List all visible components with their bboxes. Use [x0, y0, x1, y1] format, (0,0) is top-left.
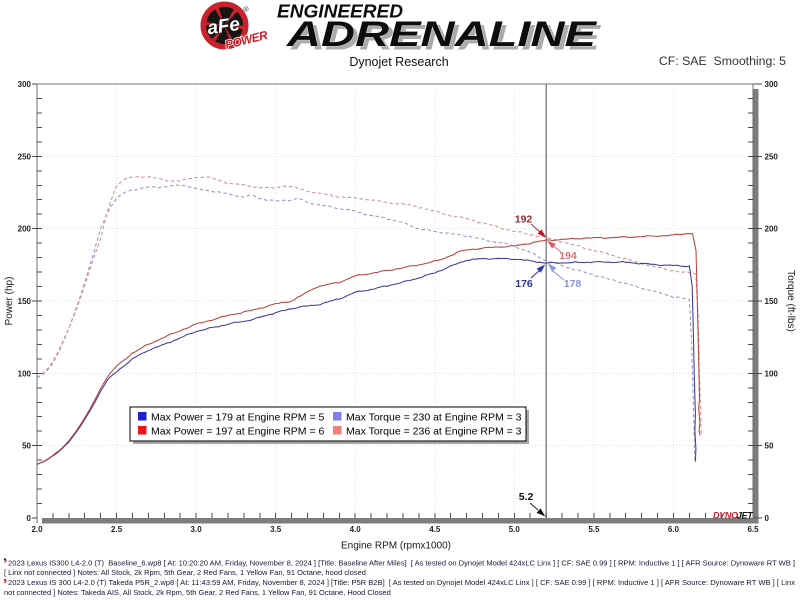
svg-text:300: 300	[18, 80, 32, 89]
svg-text:Power (hp): Power (hp)	[4, 277, 15, 326]
svg-text:250: 250	[18, 152, 32, 161]
svg-text:4.0: 4.0	[350, 525, 362, 534]
svg-text:R: R	[245, 8, 248, 12]
svg-text:50: 50	[22, 442, 31, 451]
svg-text:178: 178	[564, 278, 582, 290]
svg-text:ENGINEERED: ENGINEERED	[277, 2, 403, 22]
svg-text:2.5: 2.5	[111, 525, 123, 534]
svg-text:6.5: 6.5	[747, 525, 759, 534]
svg-text:Max Power = 197 at Engine RPM: Max Power = 197 at Engine RPM = 6	[151, 426, 325, 438]
svg-text:aFe: aFe	[206, 14, 242, 39]
svg-text:5.0: 5.0	[509, 525, 521, 534]
svg-text:176: 176	[515, 278, 533, 290]
svg-text:200: 200	[765, 225, 779, 234]
svg-text:DYNOJET: DYNOJET	[713, 511, 754, 521]
svg-text:Torque (ft-lbs): Torque (ft-lbs)	[785, 270, 796, 332]
svg-text:Max Power = 179 at Engine RPM: Max Power = 179 at Engine RPM = 5	[151, 412, 325, 424]
svg-text:250: 250	[765, 152, 779, 161]
svg-text:2023 Lexus IS300 L4-2.0 (T) B: 2023 Lexus IS300 L4-2.0 (T) Baseline_6.w…	[8, 559, 795, 568]
svg-text:50: 50	[765, 442, 774, 451]
svg-text:Max Torque = 230 at Engine RPM: Max Torque = 230 at Engine RPM = 3	[346, 412, 522, 424]
svg-text:ADRENALINE: ADRENALINE	[290, 19, 603, 58]
svg-text:300: 300	[765, 80, 779, 89]
svg-text:Engine RPM (rpmx1000): Engine RPM (rpmx1000)	[341, 541, 451, 552]
svg-text:100: 100	[765, 369, 779, 378]
svg-text:5.2: 5.2	[519, 491, 534, 503]
svg-text:192: 192	[515, 214, 533, 226]
svg-text:150: 150	[18, 297, 32, 306]
svg-text:Max Torque = 236 at Engine RPM: Max Torque = 236 at Engine RPM = 3	[346, 426, 522, 438]
svg-text:4.5: 4.5	[429, 525, 441, 534]
svg-text:200: 200	[18, 225, 32, 234]
svg-text:3.0: 3.0	[191, 525, 203, 534]
svg-text:not connected ] Notes: Takeda: not connected ] Notes: Takeda AIS, All S…	[4, 588, 391, 597]
svg-text:5.5: 5.5	[588, 525, 600, 534]
svg-text:6.0: 6.0	[668, 525, 680, 534]
svg-text:100: 100	[18, 369, 32, 378]
svg-text:CF: SAE Smoothing: 5: CF: SAE Smoothing: 5	[659, 54, 786, 68]
svg-text:[ Linx not connected ] Notes:: [ Linx not connected ] Notes: All Stock,…	[4, 568, 366, 577]
svg-text:Dynojet Research: Dynojet Research	[349, 55, 448, 69]
svg-text:0: 0	[765, 514, 770, 523]
svg-text:ADRENALINE: ADRENALINE	[286, 15, 599, 54]
svg-text:0: 0	[27, 514, 32, 523]
svg-text:150: 150	[765, 297, 779, 306]
svg-text:194: 194	[559, 250, 577, 262]
svg-text:2023 Lexus IS 300 L4-2.0 (T) T: 2023 Lexus IS 300 L4-2.0 (T) Takeda P5R_…	[8, 578, 795, 587]
svg-text:3.5: 3.5	[270, 525, 282, 534]
svg-text:2.0: 2.0	[31, 525, 43, 534]
